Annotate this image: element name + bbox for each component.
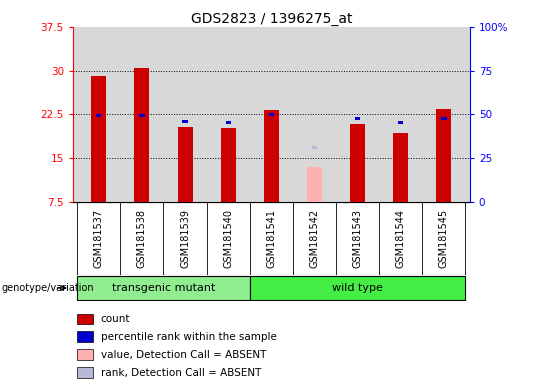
Bar xyxy=(134,68,150,202)
Text: GSM181542: GSM181542 xyxy=(309,209,320,268)
Title: GDS2823 / 1396275_at: GDS2823 / 1396275_at xyxy=(191,12,352,26)
Text: GSM181540: GSM181540 xyxy=(223,209,233,268)
Bar xyxy=(96,114,102,117)
Text: GSM181545: GSM181545 xyxy=(439,209,449,268)
Bar xyxy=(441,117,447,120)
Bar xyxy=(77,349,93,360)
Text: GSM181544: GSM181544 xyxy=(396,209,406,268)
Bar xyxy=(355,117,360,120)
Bar xyxy=(250,276,465,300)
Text: transgenic mutant: transgenic mutant xyxy=(112,283,215,293)
Bar xyxy=(393,133,408,202)
Bar xyxy=(178,127,193,202)
Bar xyxy=(436,109,451,202)
Text: wild type: wild type xyxy=(332,283,383,293)
Bar xyxy=(307,167,322,202)
Bar xyxy=(398,121,403,124)
Bar xyxy=(77,276,250,300)
Bar xyxy=(312,146,317,149)
Text: count: count xyxy=(100,314,130,324)
Text: genotype/variation: genotype/variation xyxy=(2,283,94,293)
Bar xyxy=(139,114,145,117)
Bar xyxy=(77,313,93,324)
Bar xyxy=(264,110,279,202)
Bar xyxy=(77,331,93,342)
Bar xyxy=(269,113,274,116)
Bar xyxy=(183,120,188,123)
Bar xyxy=(350,124,365,202)
Text: rank, Detection Call = ABSENT: rank, Detection Call = ABSENT xyxy=(100,367,261,378)
Bar xyxy=(77,367,93,378)
Text: GSM181541: GSM181541 xyxy=(266,209,276,268)
Text: GSM181537: GSM181537 xyxy=(94,209,104,268)
Bar xyxy=(221,127,236,202)
Text: GSM181539: GSM181539 xyxy=(180,209,190,268)
Text: GSM181538: GSM181538 xyxy=(137,209,147,268)
Text: value, Detection Call = ABSENT: value, Detection Call = ABSENT xyxy=(100,350,266,360)
Bar xyxy=(226,121,231,124)
Bar xyxy=(91,76,106,202)
Text: percentile rank within the sample: percentile rank within the sample xyxy=(100,332,276,342)
Text: GSM181543: GSM181543 xyxy=(353,209,363,268)
